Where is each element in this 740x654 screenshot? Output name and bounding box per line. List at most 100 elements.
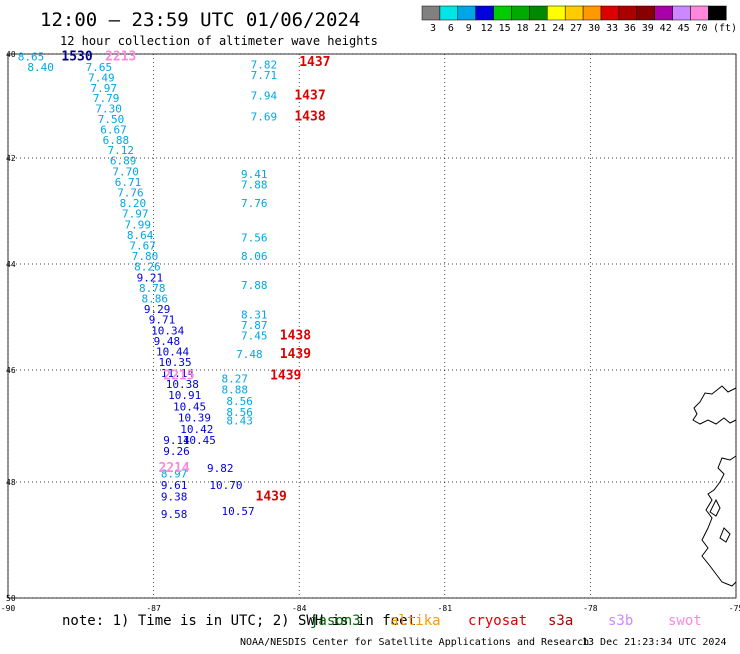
pass-time-label: 1437	[294, 89, 325, 104]
satellite-altika-label: altika	[390, 613, 441, 629]
wave-height-value: 7.87	[241, 319, 268, 332]
wave-height-value: 7.56	[241, 232, 268, 245]
coastline-path	[719, 527, 731, 543]
wave-height-value: 8.31	[241, 308, 268, 321]
wave-height-value: 7.65	[86, 61, 113, 74]
wave-height-value: 7.97	[122, 208, 149, 221]
wave-height-value: 9.58	[161, 508, 188, 521]
wave-height-value: 7.88	[241, 179, 268, 192]
wave-height-value: 8.56	[226, 406, 253, 419]
wave-height-value: 7.80	[132, 250, 159, 263]
legend-bin-label: 33	[606, 23, 618, 34]
pass-time-label: 1530	[61, 50, 92, 65]
legend-bin-label: 27	[570, 23, 582, 34]
legend-swatch	[529, 5, 548, 21]
legend-swatch	[636, 5, 655, 21]
wave-height-value: 7.99	[124, 218, 151, 231]
latitude-label: 42	[6, 154, 16, 163]
satellite-swot-label: swot	[668, 613, 702, 629]
satellite-s3a-label: s3a	[548, 613, 573, 629]
coastline-path	[709, 498, 721, 517]
wave-height-value: 7.94	[251, 90, 278, 103]
wave-height-value: 9.61	[161, 479, 188, 492]
wave-height-value: 9.14	[163, 434, 190, 447]
wave-height-value: 8.97	[161, 468, 188, 481]
legend-swatch	[708, 5, 727, 21]
longitude-label: -81	[438, 604, 453, 613]
legend-bin-label: 3	[430, 23, 436, 34]
latitude-label: 48	[6, 478, 16, 487]
legend-swatch	[421, 5, 441, 21]
wave-height-value: 7.30	[95, 103, 122, 116]
legend-swatch	[672, 5, 691, 21]
wave-height-value: 7.71	[251, 69, 278, 82]
latitude-label: 46	[6, 366, 16, 375]
latitude-label: 44	[6, 260, 16, 269]
wave-height-value: 7.70	[112, 165, 139, 178]
wave-height-value: 7.12	[107, 144, 134, 157]
wave-height-value: 10.38	[166, 378, 199, 391]
wave-height-value: 9.26	[163, 445, 190, 458]
pass-time-label: 1438	[294, 109, 325, 124]
wave-height-value: 8.26	[134, 261, 161, 274]
legend-bin-label: 70	[695, 23, 707, 34]
wave-height-value: 8.06	[241, 250, 268, 263]
wave-height-value: 7.50	[98, 113, 125, 126]
coastline-path	[692, 385, 737, 425]
legend-swatch	[511, 5, 530, 21]
legend-bin-label: 45	[678, 23, 690, 34]
legend-bin-label: 24	[552, 23, 564, 34]
wave-height-value: 7.67	[129, 239, 156, 252]
color-legend: 3 6 9 12 15 18 21 24 27 30 33 36 39 42 45 70	[421, 5, 727, 34]
legend-bin-label: 15	[499, 23, 511, 34]
longitude-label: -78	[583, 604, 598, 613]
legend-swatch	[600, 5, 620, 21]
wave-height-value: 7.97	[91, 82, 118, 95]
note-text: note: 1) Time is in UTC; 2) SWH is in fe…	[62, 613, 416, 629]
wave-height-value: 8.64	[127, 229, 154, 242]
legend-bin-label: 36	[624, 23, 636, 34]
wave-height-value: 8.86	[141, 292, 168, 305]
legend-bin-label: 42	[660, 23, 672, 34]
latitude-label: 50	[6, 594, 16, 603]
legend-bin-label: 30	[588, 23, 600, 34]
legend-swatch	[582, 5, 602, 21]
wave-height-value: 11.14	[161, 367, 194, 380]
pass-time-label: 1439	[256, 490, 287, 505]
wave-height-value: 10.34	[151, 324, 184, 337]
pass-time-label: 1437	[299, 55, 330, 70]
pass-time-label: 2215	[163, 369, 194, 384]
latitude-label: 40	[6, 50, 16, 59]
wave-height-value: 10.45	[173, 400, 206, 413]
wave-height-value: 9.71	[149, 314, 176, 327]
wave-height-value: 8.40	[27, 61, 54, 74]
pass-time-label: 1439	[280, 347, 311, 362]
wave-height-value: 8.65	[18, 51, 44, 64]
wave-height-value: 8.20	[120, 197, 147, 210]
legend-unit: (ft)	[713, 23, 737, 34]
footer-timestamp: 13 Dec 21:23:34 UTC 2024	[582, 637, 727, 648]
map-title: 12:00 – 23:59 UTC 01/06/2024	[40, 9, 360, 31]
legend-swatch	[654, 5, 673, 21]
wave-height-value: 6.67	[100, 123, 127, 136]
wave-height-value: 6.71	[115, 176, 142, 189]
legend-bin-label: 6	[448, 23, 454, 34]
wave-height-value: 7.76	[117, 186, 144, 199]
wave-height-value: 7.79	[93, 92, 120, 105]
legend-swatch	[439, 5, 459, 21]
legend-bin-label: 12	[481, 23, 493, 34]
wave-height-value: 10.44	[156, 345, 189, 358]
pass-time-label: 1438	[280, 329, 311, 344]
legend-swatch	[547, 5, 566, 21]
wave-height-value: 9.41	[241, 168, 268, 181]
wave-height-value: 9.29	[144, 303, 171, 316]
wave-height-value: 10.57	[222, 505, 255, 518]
wave-height-value: 6.88	[103, 134, 130, 147]
wave-height-value: 7.88	[241, 279, 268, 292]
pass-time-label: 2214	[158, 461, 189, 476]
legend-swatch	[457, 5, 476, 21]
wave-height-value: 7.69	[251, 110, 278, 123]
coastline-path	[701, 455, 737, 587]
wave-height-value: 10.91	[168, 389, 201, 402]
